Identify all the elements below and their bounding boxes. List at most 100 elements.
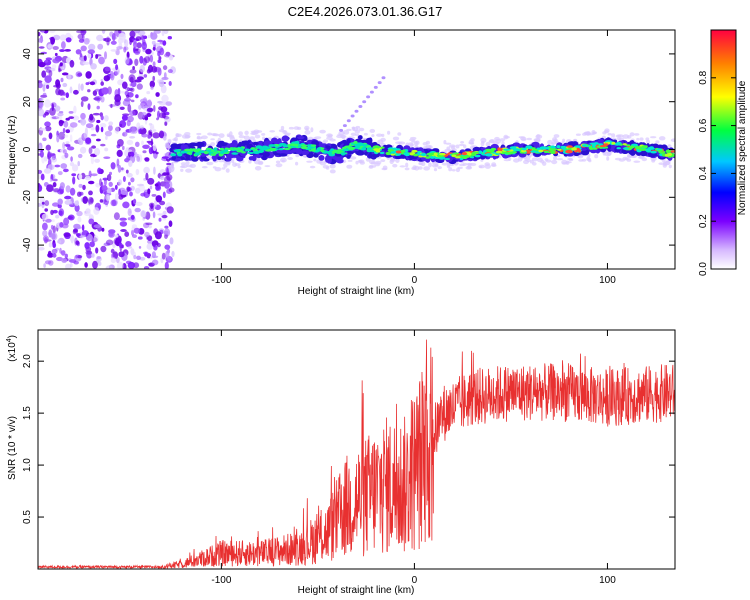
noise-blob bbox=[129, 191, 133, 197]
noise-blob bbox=[150, 138, 154, 147]
ridge-halo-blob bbox=[629, 155, 637, 158]
noise-blob bbox=[80, 234, 86, 238]
noise-blob bbox=[77, 153, 83, 159]
colorbar-tick-label: 0.6 bbox=[698, 118, 709, 132]
noise-blob bbox=[110, 199, 117, 207]
noise-blob bbox=[163, 135, 167, 141]
noise-blob bbox=[168, 187, 175, 193]
noise-blob bbox=[78, 83, 81, 92]
noise-blob bbox=[118, 179, 122, 186]
noise-blob bbox=[129, 76, 134, 83]
noise-blob bbox=[100, 96, 105, 103]
noise-blob bbox=[46, 84, 50, 89]
noise-blob bbox=[151, 194, 157, 197]
ridge-core-blob bbox=[495, 150, 503, 154]
noise-blob bbox=[117, 261, 124, 269]
noise-blob bbox=[112, 251, 119, 260]
noise-blob bbox=[139, 64, 145, 73]
ridge-halo-blob bbox=[280, 157, 287, 163]
noise-blob bbox=[85, 137, 92, 144]
noise-blob bbox=[154, 231, 162, 240]
noise-blob bbox=[76, 233, 81, 237]
ridge-core-blob bbox=[530, 150, 537, 153]
ridge-core-blob bbox=[439, 152, 446, 156]
noise-blob bbox=[72, 176, 76, 185]
noise-blob bbox=[116, 158, 120, 167]
noise-blob bbox=[85, 250, 93, 255]
ridge-core-blob bbox=[184, 148, 191, 152]
noise-blob bbox=[155, 185, 162, 191]
noise-blob bbox=[130, 151, 135, 157]
noise-blob bbox=[115, 126, 120, 135]
noise-blob bbox=[126, 115, 134, 123]
ridge-core-blob bbox=[455, 156, 461, 159]
noise-blob bbox=[151, 66, 158, 73]
ridge-core-blob bbox=[550, 146, 556, 149]
ridge-halo-blob bbox=[322, 139, 329, 143]
ridge-halo-blob bbox=[532, 162, 537, 166]
ridge-halo-blob bbox=[607, 132, 612, 136]
noise-blob bbox=[88, 180, 95, 185]
noise-blob bbox=[97, 167, 102, 175]
ridge-halo-blob bbox=[663, 161, 668, 166]
ridge-core-blob bbox=[420, 152, 427, 157]
noise-blob bbox=[144, 114, 148, 121]
ridge-halo-blob bbox=[275, 160, 281, 164]
ridge-halo-blob bbox=[423, 166, 430, 171]
ridge-core-blob bbox=[307, 144, 312, 147]
noise-blob bbox=[105, 135, 108, 140]
noise-blob bbox=[77, 33, 84, 40]
noise-blob bbox=[101, 30, 106, 34]
noise-blob bbox=[117, 139, 124, 147]
ridge-halo-blob bbox=[389, 159, 396, 162]
noise-blob bbox=[41, 30, 45, 34]
noise-blob bbox=[75, 49, 82, 55]
ridge-outer-blob bbox=[195, 141, 205, 147]
ridge-halo-blob bbox=[504, 135, 510, 139]
noise-blob bbox=[120, 190, 129, 195]
ridge-halo-blob bbox=[633, 160, 641, 163]
noise-blob bbox=[135, 168, 140, 176]
noise-blob bbox=[72, 164, 79, 172]
noise-blob bbox=[131, 229, 134, 236]
noise-blob bbox=[162, 191, 166, 199]
ridge-outer-blob bbox=[357, 135, 363, 140]
ridge-outer-blob bbox=[170, 143, 179, 150]
noise-blob bbox=[69, 86, 73, 94]
ridge-halo-blob bbox=[409, 138, 416, 142]
noise-blob bbox=[43, 263, 46, 268]
ridge-halo-blob bbox=[254, 134, 261, 139]
noise-blob bbox=[39, 150, 44, 158]
ridge-core-blob bbox=[565, 149, 573, 154]
ridge-core-blob bbox=[356, 142, 365, 146]
spectrogram-x-label: Height of straight line (km) bbox=[298, 286, 415, 297]
noise-blob bbox=[135, 94, 139, 99]
ridge-halo-blob bbox=[553, 134, 560, 138]
noise-blob bbox=[124, 98, 132, 102]
ridge-halo-blob bbox=[251, 131, 258, 135]
ridge-halo-blob bbox=[185, 135, 191, 139]
noise-blob bbox=[130, 214, 135, 220]
ridge-halo-blob bbox=[375, 160, 382, 165]
noise-blob bbox=[48, 151, 53, 158]
noise-blob bbox=[90, 156, 94, 165]
noise-blob bbox=[62, 128, 66, 133]
ridge-halo-blob bbox=[480, 141, 485, 147]
ridge-branch-blob bbox=[358, 105, 363, 108]
noise-blob bbox=[119, 221, 128, 227]
noise-blob bbox=[130, 177, 135, 183]
noise-blob bbox=[64, 200, 73, 205]
noise-blob bbox=[42, 92, 47, 97]
noise-blob bbox=[54, 105, 61, 112]
noise-blob bbox=[44, 121, 51, 127]
noise-blob bbox=[140, 192, 146, 197]
ridge-core-blob bbox=[668, 152, 672, 156]
ridge-core-blob bbox=[478, 150, 483, 154]
noise-blob bbox=[153, 245, 158, 251]
noise-blob bbox=[38, 202, 42, 207]
ridge-halo-blob bbox=[380, 137, 386, 142]
ridge-halo-blob bbox=[244, 130, 249, 135]
noise-blob bbox=[135, 141, 140, 147]
noise-blob bbox=[110, 72, 115, 81]
noise-blob bbox=[101, 87, 109, 95]
